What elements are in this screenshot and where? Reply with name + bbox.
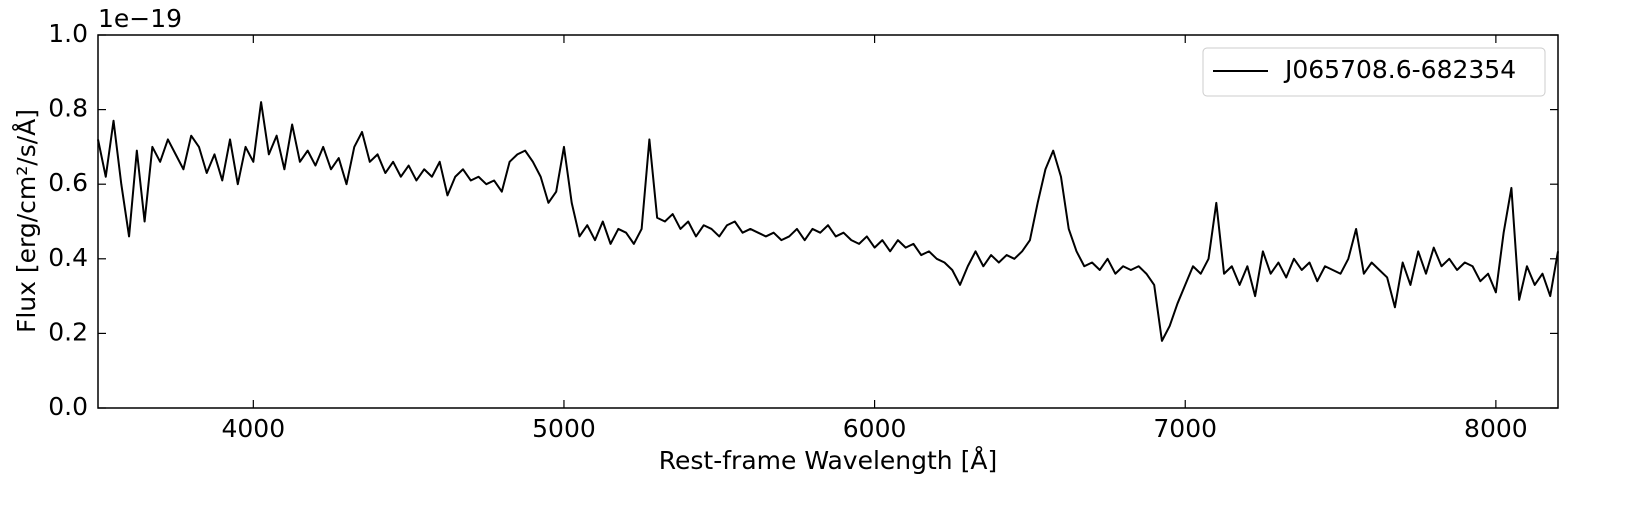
legend-box: [1202, 47, 1546, 97]
x-tick-label: 5000: [532, 414, 596, 443]
y-tick-label: 1.0: [48, 19, 88, 48]
x-tick-label: 8000: [1464, 414, 1528, 443]
spectrum-line: [97, 101, 1559, 342]
y-tick-label: 0.6: [48, 168, 88, 197]
y-tick-label: 0.2: [48, 317, 88, 346]
y-axis-label: Flux [erg/cm²/s/Å]: [12, 109, 41, 333]
x-axis-label: Rest-frame Wavelength [Å]: [659, 446, 997, 475]
plot-frame: [97, 34, 1559, 409]
y-tick-label: 0.0: [48, 392, 88, 421]
y-offset-label: 1e−19: [98, 4, 182, 33]
x-tick-label: 6000: [843, 414, 907, 443]
legend-label: J065708.6-682354: [1283, 55, 1516, 84]
y-tick-label: 0.4: [48, 243, 88, 272]
x-tick-label: 4000: [222, 414, 286, 443]
x-tick-label: 7000: [1153, 414, 1217, 443]
y-tick-label: 0.8: [48, 94, 88, 123]
